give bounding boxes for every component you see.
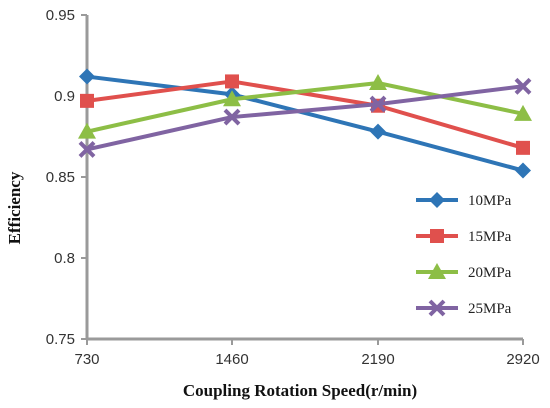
data-point bbox=[80, 93, 94, 108]
data-point bbox=[223, 90, 241, 107]
x-tick-label: 730 bbox=[74, 351, 99, 368]
y-tick-label: 0.85 bbox=[46, 169, 75, 186]
legend-label: 20MPa bbox=[468, 265, 512, 281]
data-point bbox=[516, 140, 530, 155]
series-line bbox=[86, 84, 524, 152]
series-line bbox=[86, 81, 524, 134]
legend-marker bbox=[429, 192, 445, 208]
data-point bbox=[369, 74, 387, 91]
y-tick-label: 0.8 bbox=[54, 250, 75, 267]
legend-item: 25MPa bbox=[416, 299, 512, 317]
data-point bbox=[515, 162, 531, 179]
x-tick-label: 2920 bbox=[506, 351, 539, 368]
legend-marker bbox=[430, 229, 444, 243]
series-25MPa bbox=[78, 77, 532, 158]
legend: 10MPa 15MPa 20MPa 25MPa bbox=[416, 192, 512, 317]
y-tick-label: 0.75 bbox=[46, 331, 75, 348]
y-tick-label: 0.95 bbox=[46, 7, 75, 24]
legend-item: 10MPa bbox=[416, 192, 512, 209]
data-point bbox=[78, 141, 96, 158]
data-point bbox=[78, 122, 96, 139]
legend-label: 10MPa bbox=[468, 193, 512, 209]
data-point bbox=[369, 95, 387, 113]
data-point bbox=[514, 77, 532, 95]
legend-label: 15MPa bbox=[468, 229, 512, 245]
series-20MPa bbox=[78, 74, 532, 139]
x-tick-label: 1460 bbox=[215, 351, 248, 368]
x-axis-ticks: 730 1460 2190 2920 bbox=[74, 339, 540, 368]
x-tick-label: 2190 bbox=[361, 351, 394, 368]
y-axis-ticks: 0.75 0.8 0.85 0.9 0.95 bbox=[46, 7, 87, 348]
series-10MPa bbox=[79, 68, 531, 179]
legend-marker bbox=[428, 299, 446, 317]
data-point bbox=[514, 104, 532, 121]
series-line bbox=[86, 74, 524, 173]
data-point bbox=[225, 74, 239, 89]
legend-marker bbox=[428, 263, 446, 279]
legend-item: 20MPa bbox=[416, 263, 512, 281]
series-line bbox=[86, 79, 524, 150]
y-tick-label: 0.9 bbox=[54, 88, 75, 105]
y-axis-title: Efficiency bbox=[5, 171, 24, 244]
series-layer bbox=[78, 68, 532, 179]
legend-label: 25MPa bbox=[468, 301, 512, 317]
data-point bbox=[223, 108, 241, 126]
legend-item: 15MPa bbox=[416, 229, 512, 245]
x-axis-title: Coupling Rotation Speed(r/min) bbox=[183, 381, 417, 400]
data-point bbox=[79, 68, 95, 85]
data-point bbox=[370, 123, 386, 140]
